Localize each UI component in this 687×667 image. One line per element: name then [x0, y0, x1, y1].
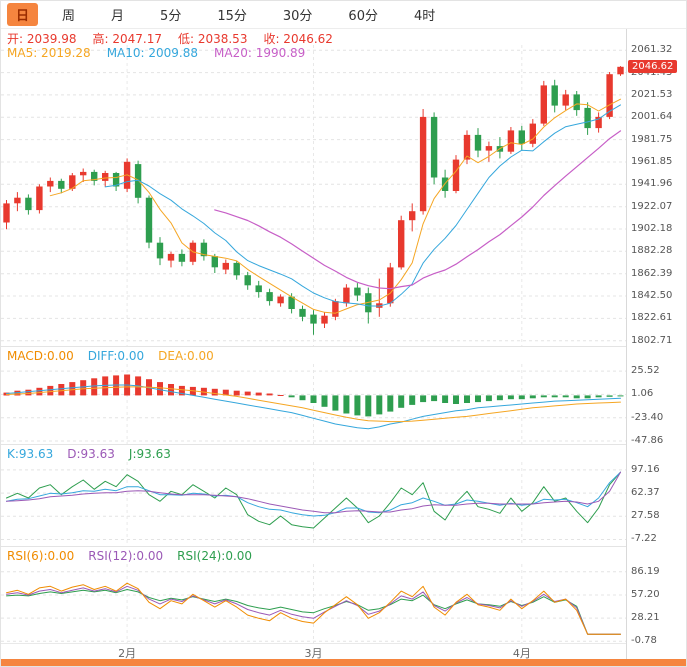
d-value: D:93.63	[67, 446, 115, 461]
rsi12-value: RSI(12):0.00	[88, 548, 164, 563]
y-axis-label: -0.78	[631, 635, 657, 647]
close-value: 收: 2046.62	[263, 32, 333, 46]
macd-legend: MACD:0.00 DIFF:0.00 DEA:0.00	[1, 346, 626, 364]
y-axis-label: 1802.71	[631, 334, 673, 346]
x-axis-label: 3月	[304, 647, 323, 660]
tab-4hour[interactable]: 4时	[413, 9, 436, 24]
rsi-chart[interactable]	[1, 564, 626, 643]
tab-60min[interactable]: 60分	[348, 9, 378, 24]
y-axis-label: 28.21	[631, 612, 660, 624]
high-value: 高: 2047.17	[92, 32, 162, 46]
timeframe-tabbar: 日 周 月 5分 15分 30分 60分 4时	[1, 1, 686, 29]
y-axis-label: 2061.32	[631, 44, 673, 56]
tab-30min[interactable]: 30分	[282, 9, 313, 24]
y-axis-label: 57.20	[631, 588, 660, 600]
ma10-value: MA10: 2009.88	[106, 46, 198, 60]
y-axis-label: 1981.75	[631, 133, 673, 145]
x-axis-label: 2月	[118, 647, 137, 660]
y-axis-label: 1.06	[631, 388, 654, 400]
y-axis-label: 1822.61	[631, 312, 673, 324]
ma5-value: MA5: 2019.28	[7, 46, 91, 60]
kdj-chart[interactable]	[1, 462, 626, 546]
tab-month[interactable]: 月	[111, 9, 125, 24]
tab-5min[interactable]: 5分	[160, 9, 182, 24]
macd-chart[interactable]	[1, 364, 626, 444]
y-axis-label: 86.19	[631, 565, 660, 577]
tab-week[interactable]: 周	[62, 9, 76, 24]
y-axis-label: 1961.85	[631, 155, 673, 167]
x-axis-label: 4月	[512, 647, 531, 660]
ohlc-quote-bar: 开: 2039.98 高: 2047.17 低: 2038.53 收: 2046…	[1, 30, 333, 46]
rsi-legend: RSI(6):0.00 RSI(12):0.00 RSI(24):0.00	[1, 546, 626, 564]
y-axis-label: 1902.18	[631, 222, 673, 234]
rsi6-value: RSI(6):0.00	[7, 548, 75, 563]
dea-value: DEA:0.00	[158, 348, 214, 363]
y-axis-label: 2001.64	[631, 111, 673, 123]
rsi24-value: RSI(24):0.00	[177, 548, 253, 563]
ma20-value: MA20: 1990.89	[214, 46, 306, 60]
kdj-legend: K:93.63 D:93.63 J:93.63	[1, 444, 626, 462]
y-axis-label: 25.52	[631, 365, 660, 377]
x-axis: 2月 3月 4月	[1, 643, 626, 660]
macd-value: MACD:0.00	[7, 348, 74, 363]
y-axis-label: 1882.28	[631, 245, 673, 257]
y-axis-label: 1922.07	[631, 200, 673, 212]
k-value: K:93.63	[7, 446, 54, 461]
y-axis-label: 1941.96	[631, 178, 673, 190]
tab-day[interactable]: 日	[7, 3, 39, 26]
y-axis-label: -47.86	[631, 435, 664, 446]
current-price-badge: 2046.62	[628, 59, 678, 73]
y-axis-label: -23.40	[631, 411, 664, 423]
open-value: 开: 2039.98	[7, 32, 77, 46]
ma-legend: MA5: 2019.28 MA10: 2009.88 MA20: 1990.89	[1, 46, 305, 60]
y-axis-label: -7.22	[631, 533, 657, 545]
y-axis-label: 27.58	[631, 510, 660, 522]
y-axis-label: 1842.50	[631, 290, 673, 302]
low-value: 低: 2038.53	[177, 32, 248, 46]
candlestick-chart[interactable]	[1, 45, 626, 346]
y-axis-label: 97.16	[631, 463, 660, 475]
y-axis-label: 62.37	[631, 487, 660, 499]
y-axis: 2046.62 2061.322041.432021.532001.641981…	[626, 29, 686, 659]
bottom-accent-bar	[1, 659, 686, 666]
tab-15min[interactable]: 15分	[217, 9, 247, 24]
y-axis-label: 1862.39	[631, 267, 673, 279]
diff-value: DIFF:0.00	[87, 348, 145, 363]
j-value: J:93.63	[128, 446, 171, 461]
y-axis-label: 2021.53	[631, 88, 673, 100]
